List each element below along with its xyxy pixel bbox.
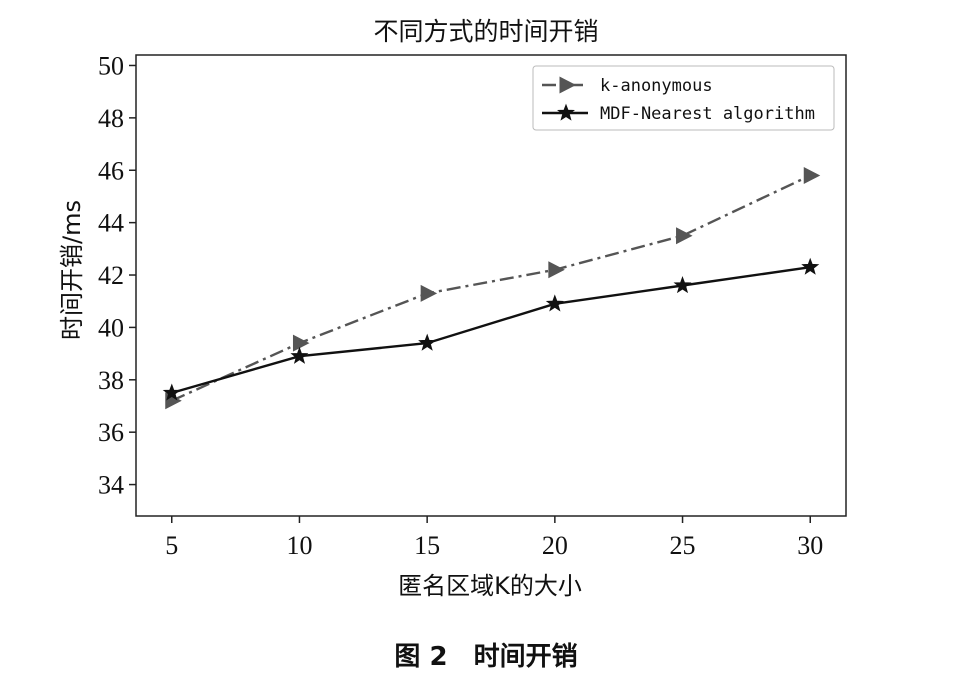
series-layer bbox=[162, 166, 821, 410]
y-tick-label: 50 bbox=[98, 51, 124, 80]
data-point bbox=[673, 276, 692, 294]
legend-box bbox=[532, 65, 835, 131]
series-1 bbox=[162, 257, 820, 401]
legend-item: MDF-Nearest algorithm bbox=[542, 103, 815, 124]
x-tick-label: 15 bbox=[414, 531, 440, 560]
x-tick-label: 20 bbox=[542, 531, 568, 560]
data-point bbox=[676, 227, 693, 245]
data-point bbox=[545, 294, 564, 312]
data-point bbox=[801, 257, 820, 275]
data-point bbox=[292, 334, 310, 352]
legend-marker bbox=[557, 103, 575, 121]
y-tick-label: 44 bbox=[98, 209, 124, 238]
y-tick-label: 40 bbox=[98, 313, 124, 342]
x-tick-label: 30 bbox=[797, 531, 823, 560]
x-axis: 5 10 15 20 25 30 bbox=[165, 516, 823, 560]
y-axis: 34 36 38 40 42 44 46 48 50 bbox=[98, 51, 136, 500]
x-tick-label: 5 bbox=[165, 531, 178, 560]
data-point bbox=[803, 166, 821, 184]
legend-label: MDF-Nearest algorithm bbox=[600, 104, 815, 124]
y-tick-label: 42 bbox=[98, 261, 124, 290]
data-point bbox=[548, 261, 565, 279]
chart-title: 不同方式的时间开销 bbox=[373, 17, 598, 46]
y-tick-label: 34 bbox=[98, 471, 124, 500]
x-tick-label: 10 bbox=[286, 531, 312, 560]
legend-marker bbox=[559, 76, 576, 94]
y-tick-label: 36 bbox=[98, 418, 124, 447]
y-tick-label: 38 bbox=[98, 366, 124, 395]
y-tick-label: 46 bbox=[98, 156, 124, 185]
series-0 bbox=[165, 166, 821, 410]
x-axis-title: 匿名区域K的大小 bbox=[398, 572, 582, 600]
series-line bbox=[171, 266, 811, 395]
line-chart: 不同方式的时间开销 34 36 38 40 42 44 46 48 50 5 10 15 20 25 30… bbox=[58, 17, 847, 600]
data-point bbox=[420, 284, 438, 302]
legend-label: k-anonymous bbox=[600, 76, 713, 96]
legend: k-anonymous MDF-Nearest algorithm bbox=[532, 65, 835, 131]
y-axis-title: 时间开销/ms bbox=[58, 200, 86, 340]
y-tick-label: 48 bbox=[98, 104, 124, 133]
x-tick-label: 25 bbox=[670, 531, 696, 560]
legend-item: k-anonymous bbox=[542, 76, 713, 96]
plot-area bbox=[135, 54, 847, 517]
data-point bbox=[418, 333, 437, 351]
series-line bbox=[171, 174, 811, 402]
figure-caption: 图 2 时间开销 bbox=[394, 642, 578, 672]
data-point bbox=[290, 346, 309, 364]
data-point bbox=[162, 383, 181, 401]
